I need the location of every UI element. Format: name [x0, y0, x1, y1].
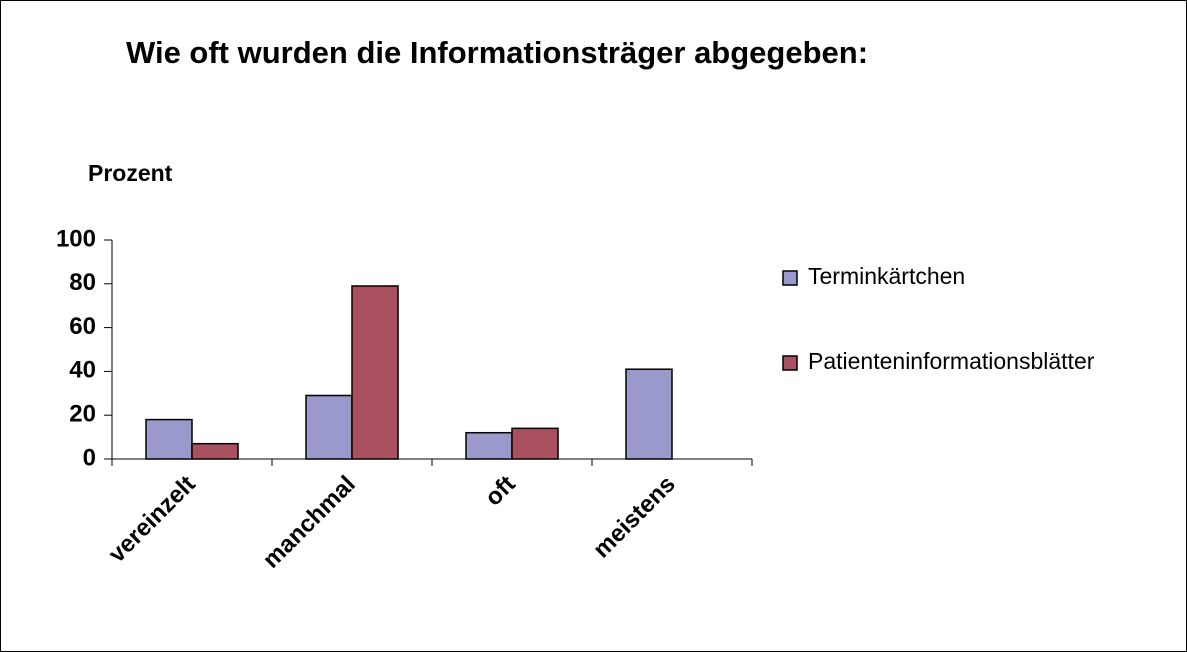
bar — [191, 442, 239, 460]
bar — [511, 427, 559, 460]
bar — [351, 285, 399, 460]
legend-label: Patienteninformationsblätter — [808, 348, 1095, 374]
y-tick-label: 0 — [83, 444, 96, 471]
y-tick-label: 80 — [69, 269, 96, 296]
bar — [145, 418, 193, 460]
bar — [305, 394, 353, 460]
chart-title: Wie oft wurden die Informationsträger ab… — [126, 35, 868, 70]
y-tick-label: 60 — [69, 313, 96, 340]
legend-swatch — [782, 270, 798, 286]
y-tick-label: 20 — [69, 401, 96, 428]
y-axis-label: Prozent — [88, 160, 173, 186]
legend-label: Terminkärtchen — [808, 263, 965, 289]
y-tick-label: 40 — [69, 357, 96, 384]
bar — [625, 368, 673, 460]
legend-swatch — [782, 355, 798, 371]
bar — [465, 431, 513, 460]
y-tick-label: 100 — [56, 225, 96, 252]
